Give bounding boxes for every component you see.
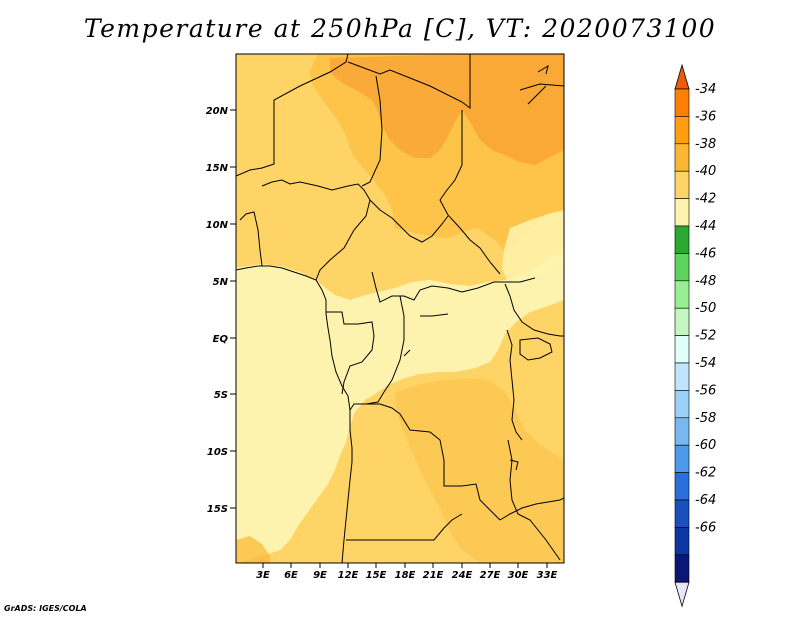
colorbar-label: -52 — [695, 329, 716, 344]
lake-border-east — [506, 329, 523, 441]
lake-nasser — [537, 64, 549, 75]
colorbar-label: -62 — [695, 466, 716, 481]
colorbar-label: -66 — [695, 520, 716, 535]
colorbar-swatch — [674, 472, 690, 501]
lake-segment — [509, 459, 519, 471]
lon-label: 24E — [452, 570, 473, 581]
colorbar-label: -34 — [695, 82, 716, 97]
border-nigeria — [261, 179, 371, 281]
country-borders — [236, 54, 564, 563]
colorbar-arrow-bottom — [674, 581, 690, 608]
colorbar-label: -54 — [695, 356, 716, 371]
lon-label: 3E — [256, 570, 270, 581]
colorbar-swatch — [674, 280, 690, 309]
colorbar-label: -36 — [695, 109, 716, 124]
colorbar-swatch — [674, 527, 690, 556]
field-band-minus44 — [236, 250, 564, 563]
field-band-minus40-southeast — [395, 378, 564, 563]
colorbar-swatch — [674, 170, 690, 199]
lat-label: 5N — [213, 277, 229, 288]
river-segment-b — [403, 349, 411, 357]
border-angola-namibia — [346, 513, 463, 541]
lon-label: 30E — [508, 570, 529, 581]
colorbar: -34 -36 -38 -40 -42 -44 -46 -48 -50 -52 -54 -56 -58 -… — [674, 63, 716, 608]
lon-label: 33E — [537, 570, 558, 581]
colorbar-label: -58 — [695, 411, 716, 426]
atlantic-coastline — [236, 265, 353, 563]
field-band-minus44-east — [502, 210, 564, 282]
colorbar-swatch — [674, 554, 690, 583]
river-segment-a — [420, 313, 449, 317]
border-zambia — [499, 497, 564, 521]
lon-label: 27E — [480, 570, 501, 581]
colorbar-label: -38 — [695, 137, 716, 152]
lat-label: 10S — [207, 447, 228, 458]
lat-label: 5S — [214, 390, 228, 401]
colorbar-label: -64 — [695, 493, 716, 508]
colorbar-label: -44 — [695, 219, 716, 234]
colorbar-swatch — [674, 143, 690, 172]
colorbar-label: -50 — [695, 301, 716, 316]
colorbar-arrow-top — [674, 63, 690, 90]
nile-segment — [527, 85, 547, 105]
border-chad-sudan — [439, 110, 501, 275]
colorbar-swatch — [674, 307, 690, 336]
colorbar-label: -48 — [695, 274, 716, 289]
field-band-minus40-southwest — [236, 536, 270, 563]
colorbar-swatch — [674, 362, 690, 391]
colorbar-swatch — [674, 335, 690, 364]
lon-label: 18E — [395, 570, 416, 581]
colorbar-swatch — [674, 417, 690, 446]
colorbar-swatch — [674, 390, 690, 419]
border-car-south — [371, 271, 536, 303]
latitude-axis: 20N 15N 10N 5N EQ 5S 10S 15S — [206, 106, 236, 515]
lon-label: 12E — [338, 570, 359, 581]
border-benin — [239, 211, 263, 267]
colorbar-swatch — [674, 444, 690, 473]
border-malawi — [507, 439, 561, 561]
field-band-minus38-northeast — [462, 54, 564, 165]
colorbar-swatch — [674, 253, 690, 282]
border-gabon-congo — [326, 311, 375, 395]
colorbar-label: -60 — [695, 438, 716, 453]
colorbar-label: -42 — [695, 192, 716, 207]
colorbar-swatch — [674, 198, 690, 227]
longitude-axis: 3E 6E 9E 12E 15E 18E 21E 24E 27E 30E 33E — [256, 563, 558, 581]
colorbar-label: -46 — [695, 246, 716, 261]
chart-title: Temperature at 250hPa [C], VT: 202007310… — [83, 14, 717, 43]
colorbar-label: -56 — [695, 383, 716, 398]
lon-label: 15E — [366, 570, 387, 581]
lat-label: 15S — [207, 504, 228, 515]
colorbar-label: -40 — [695, 164, 716, 179]
lon-label: 6E — [284, 570, 298, 581]
border-car-north — [369, 199, 449, 243]
lat-label: EQ — [213, 334, 229, 345]
colorbar-swatch — [674, 88, 690, 117]
grads-credit: GrADS: IGES/COLA — [4, 604, 87, 613]
border-uganda — [504, 283, 564, 337]
border-sudan-egypt — [519, 83, 564, 91]
colorbar-swatch — [674, 225, 690, 254]
lon-label: 9E — [313, 570, 327, 581]
colorbar-swatch — [674, 499, 690, 528]
lat-label: 20N — [206, 106, 229, 117]
border-angola-drc — [354, 403, 501, 521]
temperature-field — [236, 54, 564, 563]
colorbar-swatch — [674, 116, 690, 145]
lat-label: 10N — [206, 220, 229, 231]
lon-label: 21E — [423, 570, 444, 581]
border-chad-west — [361, 75, 383, 187]
map-frame — [235, 53, 565, 564]
field-band-minus38-north — [330, 54, 470, 158]
lat-label: 15N — [206, 163, 229, 174]
border-north — [347, 54, 471, 109]
border-west-north — [236, 54, 349, 177]
lake-victoria — [519, 337, 553, 361]
